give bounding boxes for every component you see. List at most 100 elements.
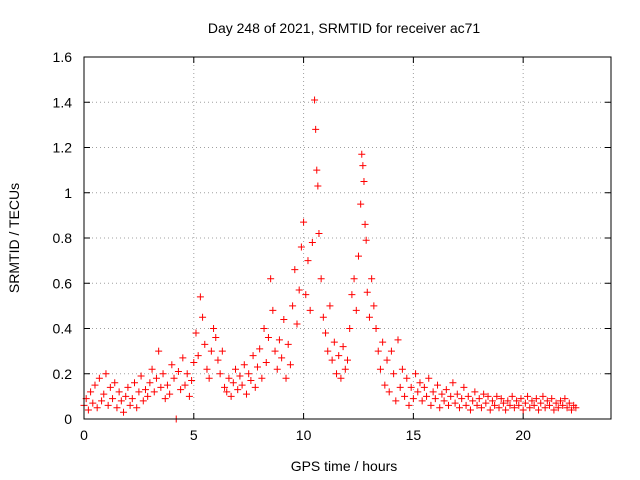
data-point	[502, 406, 510, 414]
data-point	[431, 395, 439, 403]
data-point	[201, 340, 209, 348]
data-point	[539, 392, 547, 400]
data-point	[346, 325, 354, 332]
data-point	[365, 313, 373, 321]
data-point	[418, 397, 426, 405]
data-point	[488, 397, 496, 405]
y-axis-label: SRMTID / TECUs	[6, 183, 22, 293]
data-point	[473, 401, 481, 409]
data-point	[412, 370, 420, 378]
data-point	[95, 374, 103, 382]
data-point	[155, 347, 163, 355]
plot-frame	[83, 56, 612, 420]
data-point	[179, 354, 187, 362]
data-point	[561, 395, 569, 403]
data-point	[390, 370, 398, 378]
data-point	[280, 315, 288, 323]
data-point	[161, 395, 169, 403]
data-point	[546, 401, 554, 409]
data-point	[190, 358, 198, 366]
data-point	[403, 374, 411, 382]
data-point	[352, 306, 360, 314]
data-point	[572, 404, 580, 412]
data-point	[234, 386, 242, 394]
data-point	[192, 329, 200, 337]
y-tick-label: 0.8	[53, 230, 73, 246]
data-point	[150, 388, 158, 396]
data-point	[91, 381, 99, 389]
data-point	[102, 370, 110, 378]
data-point	[409, 395, 417, 403]
data-point	[126, 401, 134, 409]
data-point	[117, 397, 125, 405]
data-point	[98, 397, 106, 405]
data-point	[335, 352, 343, 360]
data-point	[401, 392, 409, 400]
data-point	[387, 347, 395, 355]
data-point	[455, 404, 463, 412]
data-point	[240, 361, 248, 369]
data-point	[405, 401, 413, 409]
data-point	[508, 392, 516, 400]
data-point	[543, 397, 551, 405]
data-point	[163, 381, 171, 389]
data-point	[111, 379, 119, 387]
data-point	[104, 401, 112, 409]
data-point	[278, 354, 286, 362]
x-tick-label: 10	[296, 427, 312, 443]
axis-ticks: 0 5 10 15 20 0 0.2 0.4 0.6 0.8 1 1.2 1.4 1.6	[53, 49, 611, 443]
y-tick-label: 0.6	[53, 275, 73, 291]
data-point	[535, 406, 543, 414]
data-point	[491, 401, 499, 409]
data-point	[256, 345, 264, 353]
data-point	[253, 363, 261, 371]
data-point	[267, 275, 275, 283]
data-point	[517, 395, 525, 403]
data-point	[135, 388, 143, 396]
data-point	[273, 365, 281, 373]
data-point	[521, 399, 529, 407]
data-point	[131, 379, 139, 387]
data-point	[291, 266, 299, 274]
data-point	[458, 395, 466, 403]
data-point	[427, 401, 435, 409]
data-point	[113, 404, 121, 412]
data-point	[144, 392, 152, 400]
data-point	[362, 236, 370, 244]
data-point	[550, 406, 558, 414]
data-point	[368, 275, 376, 283]
data-point	[133, 404, 141, 412]
data-point	[314, 182, 322, 190]
data-point	[565, 399, 573, 407]
data-point	[221, 383, 229, 391]
data-point	[339, 343, 347, 351]
data-point	[157, 383, 165, 391]
data-point	[122, 392, 130, 400]
data-point	[337, 374, 345, 382]
data-point	[300, 218, 308, 226]
x-tick-label: 0	[80, 427, 88, 443]
data-point	[207, 347, 215, 355]
data-point	[251, 383, 259, 391]
data-point	[269, 306, 277, 314]
data-point	[445, 401, 453, 409]
data-point	[203, 365, 211, 373]
data-point	[425, 374, 433, 382]
data-point	[223, 388, 231, 396]
data-point	[528, 397, 536, 405]
data-point	[227, 392, 235, 400]
data-point	[93, 404, 101, 412]
data-point	[372, 325, 380, 332]
data-point	[109, 395, 117, 403]
data-point	[260, 325, 268, 332]
data-point	[447, 392, 455, 400]
data-point	[311, 96, 319, 104]
data-point	[124, 383, 132, 391]
data-point	[249, 352, 257, 360]
data-point	[139, 397, 147, 405]
data-point	[423, 392, 431, 400]
data-point	[556, 397, 564, 405]
data-point	[225, 374, 233, 382]
data-point	[183, 370, 191, 378]
y-tick-label: 0.4	[53, 321, 73, 337]
